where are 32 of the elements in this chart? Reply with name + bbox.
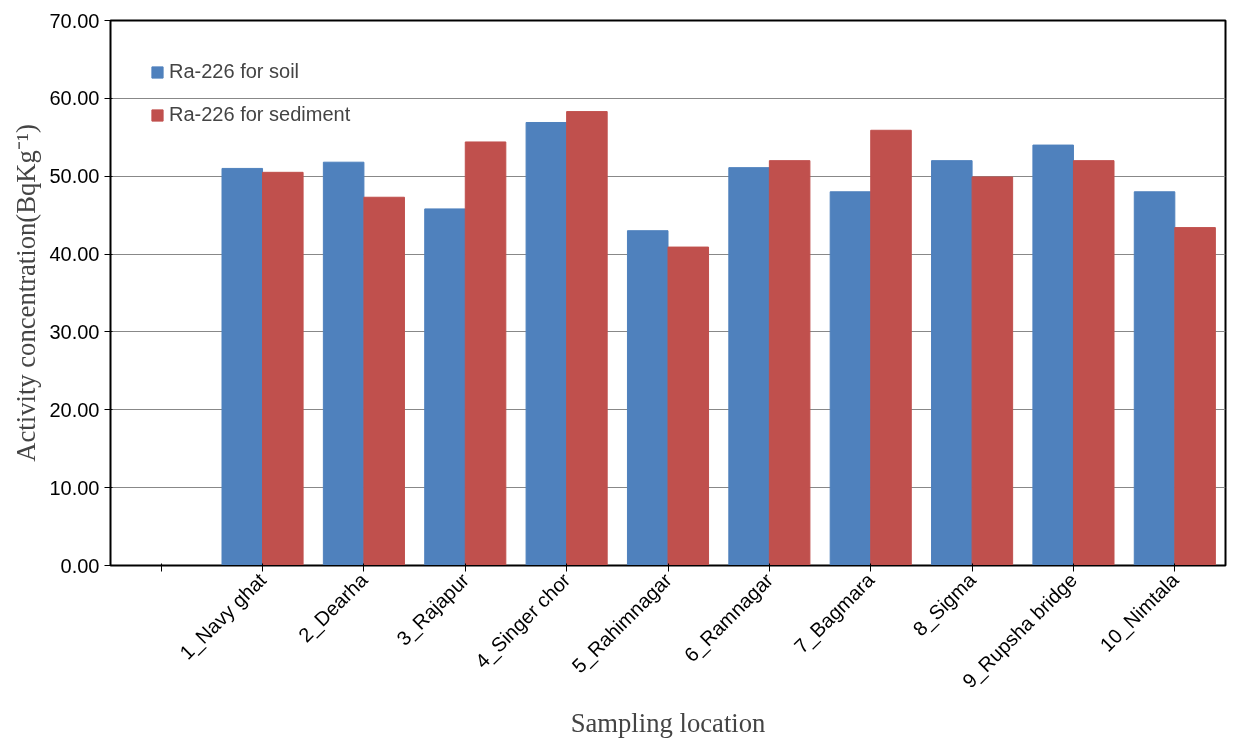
x-axis-title: Sampling location [570,707,766,738]
bar [931,160,973,566]
bar [1032,144,1074,566]
bar [870,129,912,566]
bar [971,176,1014,566]
bar [363,196,405,566]
bar [464,141,507,566]
y-tick-label: 30.00 [49,320,100,343]
bar [667,246,710,566]
y-axis-title: Activity concentration(BqKg⁻¹) [11,124,42,462]
y-tick-label: 10.00 [49,476,100,499]
bar [626,230,669,566]
bar [728,167,770,566]
y-tick-label: 70.00 [49,9,100,32]
bar [829,191,872,566]
bar [768,160,811,566]
bar [1133,191,1176,566]
y-tick-label: 60.00 [49,87,100,110]
bar [1072,160,1115,566]
bar [221,167,264,566]
bar [322,161,365,566]
bar [566,111,608,566]
bar [1174,227,1216,566]
bar [424,208,466,566]
legend-label: Ra-226 for soil [169,60,300,83]
legend-label: Ra-226 for sediment [169,103,351,126]
y-tick-label: 20.00 [49,398,100,421]
bar [262,171,304,566]
y-tick-label: 50.00 [49,165,100,188]
y-tick-label: 40.00 [49,243,100,266]
bar [525,121,568,566]
y-tick-label: 0.00 [60,554,100,577]
